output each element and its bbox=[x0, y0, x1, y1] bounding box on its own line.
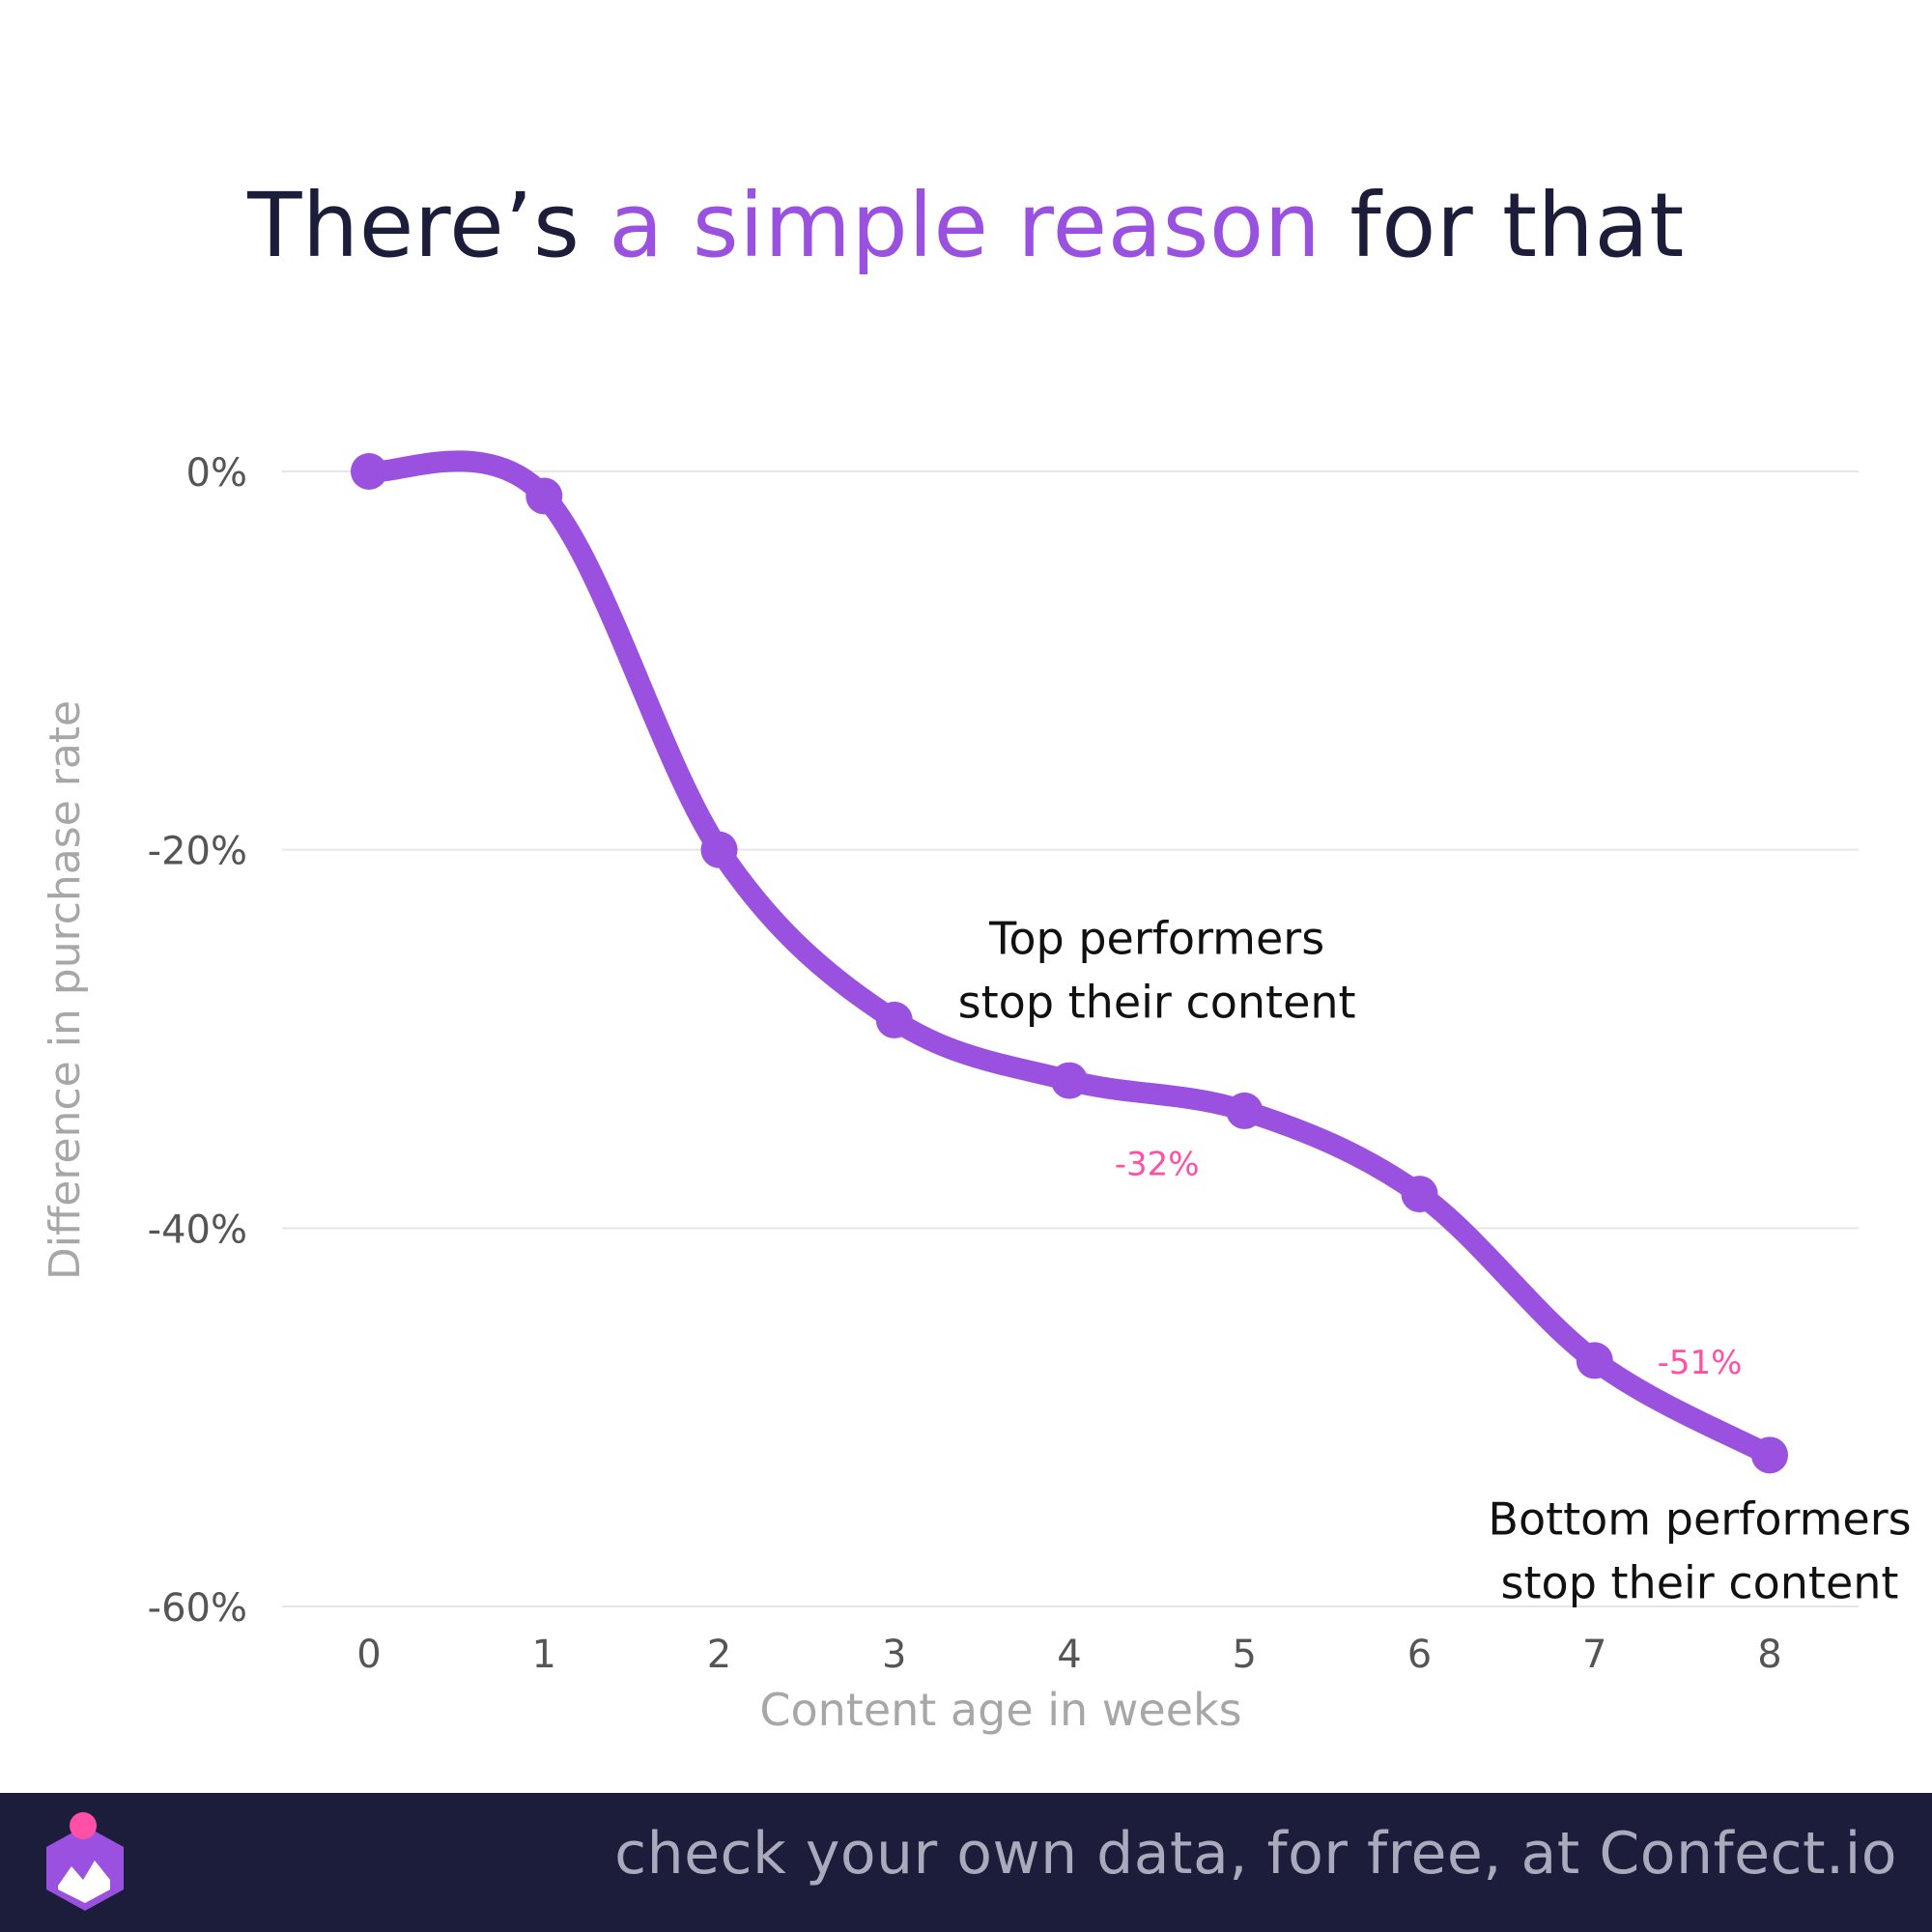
x-tick-label: 6 bbox=[1407, 1633, 1432, 1677]
x-axis-label: Content age in weeks bbox=[759, 1684, 1241, 1736]
series-line bbox=[358, 450, 1780, 1466]
series-points bbox=[351, 453, 1788, 1474]
title-part-2: for that bbox=[1321, 174, 1685, 277]
y-tick-label: -40% bbox=[148, 1208, 247, 1252]
annotation-note-label: Top performers bbox=[988, 912, 1324, 964]
y-tick-label: -60% bbox=[148, 1586, 247, 1631]
data-point bbox=[875, 1001, 913, 1038]
y-tick-label: 0% bbox=[186, 451, 247, 496]
confect-logo-icon[interactable] bbox=[39, 1812, 131, 1913]
y-axis-label: Difference in purchase rate bbox=[41, 700, 90, 1280]
x-tick-label: 7 bbox=[1582, 1633, 1606, 1677]
data-point bbox=[700, 831, 738, 868]
x-tick-label: 4 bbox=[1057, 1633, 1081, 1677]
x-tick-label: 1 bbox=[532, 1633, 556, 1677]
data-point bbox=[526, 477, 563, 515]
y-axis-ticks: 0% -20% -40% -60% bbox=[148, 451, 247, 1631]
data-point bbox=[1051, 1062, 1088, 1099]
data-point bbox=[351, 453, 387, 490]
chart-title: There’s a simple reason for that bbox=[0, 174, 1932, 277]
annotation-note-label: stop their content bbox=[1501, 1557, 1899, 1609]
data-point bbox=[1401, 1176, 1438, 1213]
grid-lines bbox=[282, 470, 1859, 1607]
title-accent: a simple reason bbox=[609, 174, 1321, 277]
x-tick-label: 3 bbox=[882, 1633, 906, 1677]
line-chart: 0% -20% -40% -60% 0 1 2 3 4 5 6 7 8 Difference in p… bbox=[41, 450, 1912, 1736]
data-point bbox=[1576, 1342, 1613, 1379]
footer-banner: check your own data, for free, at Confec… bbox=[0, 1793, 1932, 1932]
annotation-note-label: Bottom performers bbox=[1488, 1493, 1911, 1546]
data-point bbox=[1751, 1436, 1788, 1474]
x-tick-label: 0 bbox=[356, 1633, 381, 1677]
x-tick-label: 2 bbox=[707, 1633, 731, 1677]
x-tick-label: 5 bbox=[1233, 1633, 1257, 1677]
annotation-note-label: stop their content bbox=[958, 976, 1356, 1028]
title-part-1: There’s bbox=[247, 174, 610, 277]
annotation-value-label: -32% bbox=[1115, 1146, 1200, 1184]
data-point bbox=[1226, 1092, 1264, 1129]
annotations: Top performers stop their content -32% -51%… bbox=[958, 912, 1912, 1608]
y-tick-label: -20% bbox=[148, 830, 247, 874]
annotation-value-label: -51% bbox=[1658, 1344, 1743, 1382]
x-axis-ticks: 0 1 2 3 4 5 6 7 8 bbox=[356, 1633, 1781, 1677]
footer-cta-text: check your own data, for free, at Confec… bbox=[614, 1820, 1897, 1888]
x-tick-label: 8 bbox=[1757, 1633, 1781, 1677]
